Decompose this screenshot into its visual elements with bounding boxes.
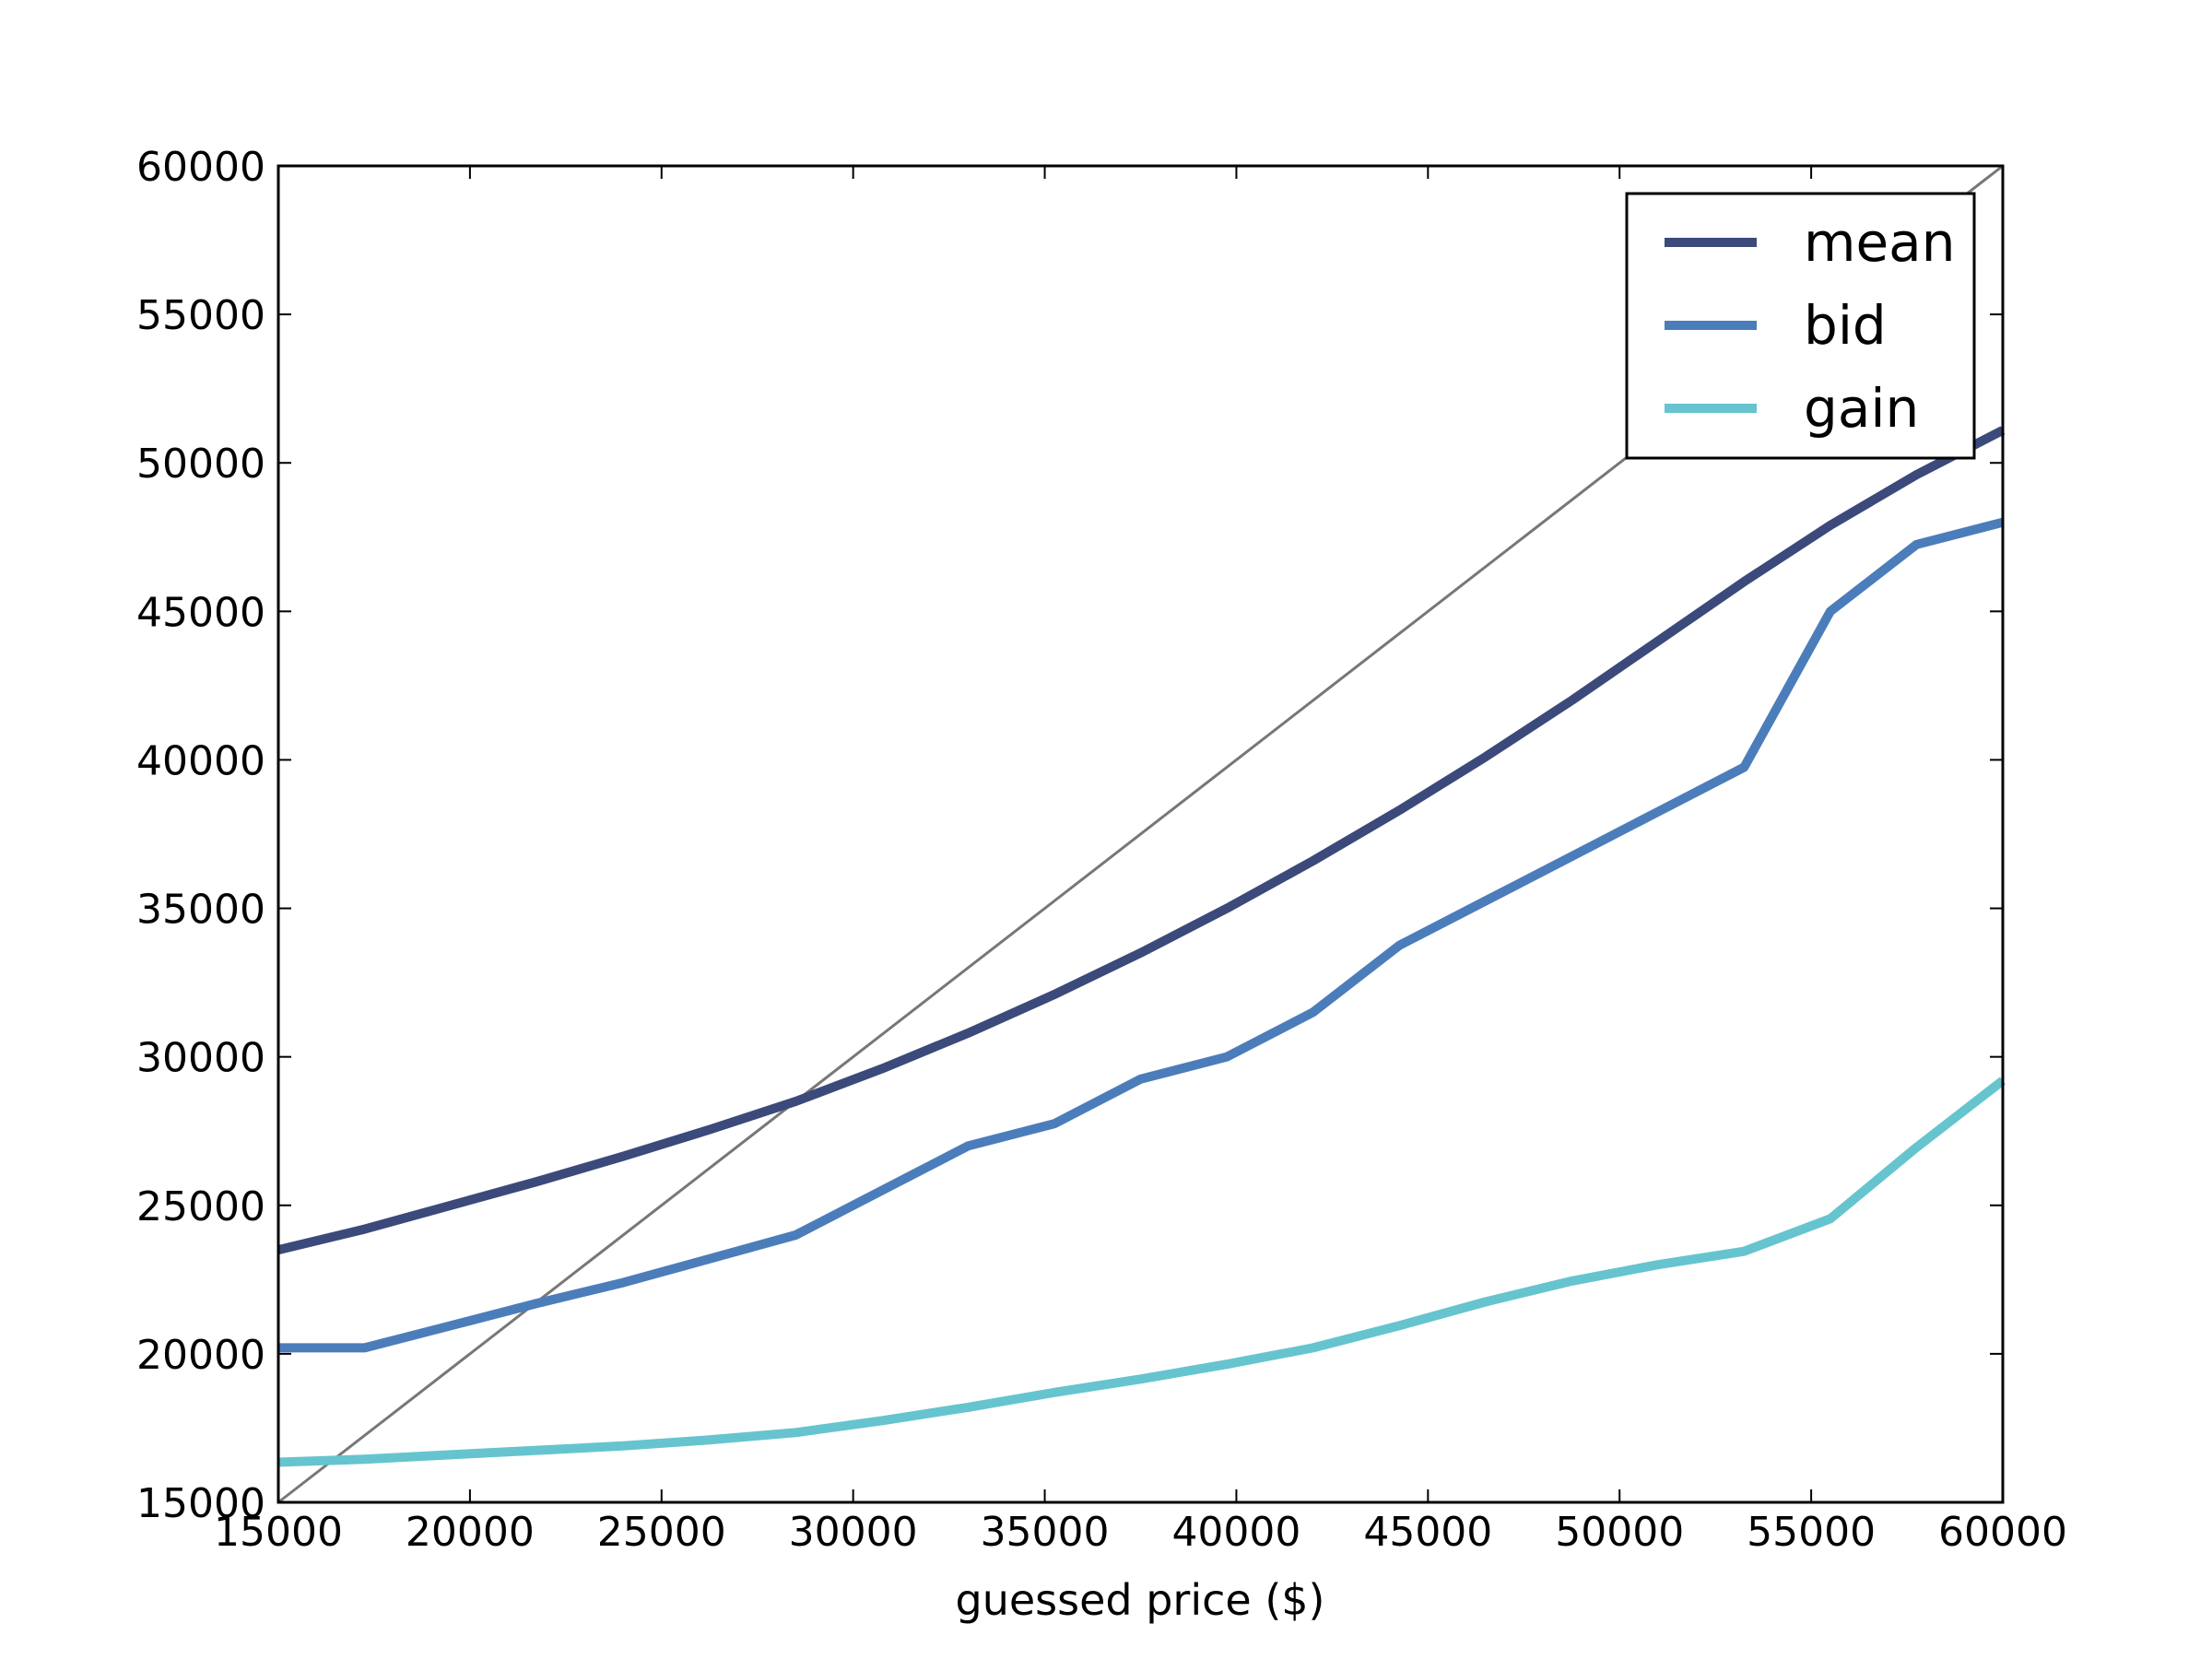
y-tick-label: 25000 [136, 1183, 265, 1230]
x-tick-label: 30000 [789, 1509, 918, 1556]
legend: mean bid gain [1625, 192, 1976, 460]
x-axis-label: guessed price ($) [956, 1575, 1325, 1625]
x-tick-label: 40000 [1171, 1509, 1300, 1556]
series-line-mean [276, 426, 2006, 1254]
x-tick-label: 35000 [981, 1509, 1110, 1556]
legend-label-bid: bid [1804, 294, 1887, 357]
x-tick-label: 60000 [1938, 1509, 2067, 1556]
y-tick-label: 60000 [136, 144, 265, 191]
x-tick-label: 25000 [597, 1509, 726, 1556]
y-tick-label: 40000 [136, 737, 265, 784]
y-tick-label: 20000 [136, 1332, 265, 1379]
y-tick-label: 50000 [136, 441, 265, 488]
y-tick-label: 30000 [136, 1035, 265, 1082]
x-tick-label: 20000 [406, 1509, 535, 1556]
tick-layer: 15000 20000 25000 30000 35000 40000 45000 50000… [136, 144, 2067, 1556]
x-tick-label: 45000 [1363, 1509, 1492, 1556]
x-tick-label: 50000 [1555, 1509, 1684, 1556]
legend-label-gain: gain [1804, 377, 1919, 440]
series-line-gain [277, 1077, 2006, 1467]
plot-frame [276, 164, 2005, 1504]
x-tick-label: 15000 [214, 1509, 343, 1556]
x-tick-label: 55000 [1747, 1509, 1876, 1556]
y-tick-label: 55000 [136, 292, 265, 339]
y-tick-label: 45000 [136, 589, 265, 636]
legend-label-mean: mean [1804, 211, 1955, 274]
y-tick-label: 35000 [136, 887, 265, 934]
y-tick-label: 15000 [136, 1480, 265, 1527]
series-line-bid [278, 517, 2005, 1353]
series-layer [276, 426, 2006, 1467]
